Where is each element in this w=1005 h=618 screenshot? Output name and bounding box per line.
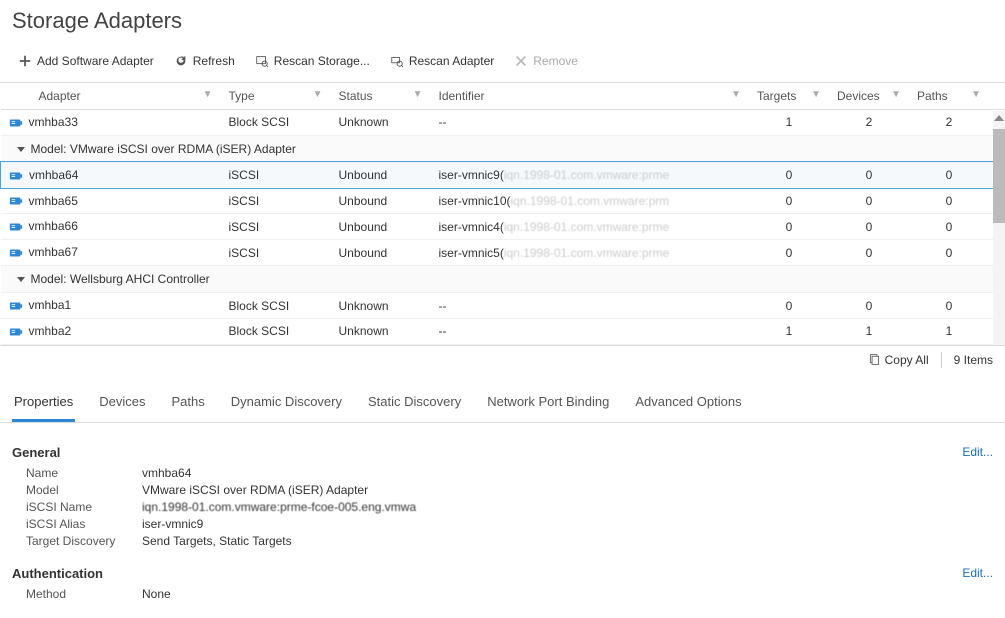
remove-icon xyxy=(514,54,528,68)
property-value: iser-vmnic9 xyxy=(142,517,203,531)
filter-icon[interactable]: ▼ xyxy=(313,89,323,100)
rescan-adapter-icon xyxy=(390,54,404,68)
property-value: vmhba64 xyxy=(142,466,191,480)
table-row[interactable]: vmhba67iSCSIUnboundiser-vmnic5(iqn.1998-… xyxy=(1,240,1005,266)
property-label: iSCSI Alias xyxy=(12,517,142,531)
tab-advanced-options[interactable]: Advanced Options xyxy=(633,388,743,422)
table-row[interactable]: vmhba65iSCSIUnboundiser-vmnic10(iqn.1998… xyxy=(1,188,1005,214)
table-row[interactable]: vmhba2Block SCSIUnknown--111 xyxy=(1,318,1005,344)
col-targets[interactable]: Targets▼ xyxy=(749,83,829,110)
property-label: Model xyxy=(12,483,142,497)
remove-button: Remove xyxy=(506,50,586,72)
scroll-up-icon[interactable] xyxy=(994,115,1004,121)
remove-label: Remove xyxy=(533,54,578,68)
tab-network-port-binding[interactable]: Network Port Binding xyxy=(485,388,611,422)
col-scroll-gutter xyxy=(989,83,1005,110)
col-devices[interactable]: Devices▼ xyxy=(829,83,909,110)
filter-icon[interactable]: ▼ xyxy=(971,89,981,100)
col-status[interactable]: Status▼ xyxy=(331,83,431,110)
rescan-storage-icon xyxy=(255,54,269,68)
adapter-icon xyxy=(9,116,23,130)
col-paths[interactable]: Paths▼ xyxy=(909,83,989,110)
col-type[interactable]: Type▼ xyxy=(221,83,331,110)
col-identifier[interactable]: Identifier▼ xyxy=(431,83,750,110)
collapse-icon[interactable] xyxy=(17,277,25,282)
rescan-storage-button[interactable]: Rescan Storage... xyxy=(247,50,378,72)
refresh-button[interactable]: Refresh xyxy=(166,50,243,72)
edit-general-link[interactable]: Edit... xyxy=(962,445,993,460)
table-row[interactable]: vmhba66iSCSIUnboundiser-vmnic4(iqn.1998-… xyxy=(1,214,1005,240)
property-value: iqn.1998-01.com.vmware:prme-fcoe-005.eng… xyxy=(142,500,416,514)
item-count: 9 Items xyxy=(954,353,993,367)
table-footer: Copy All 9 Items xyxy=(0,345,1005,374)
filter-icon[interactable]: ▼ xyxy=(731,89,741,100)
adapter-table-wrap: Adapter▼ Type▼ Status▼ Identifier▼ Targe… xyxy=(0,83,1005,345)
property-value: VMware iSCSI over RDMA (iSER) Adapter xyxy=(142,483,368,497)
property-value: Send Targets, Static Targets xyxy=(142,534,292,548)
copy-icon xyxy=(868,353,881,366)
vertical-scrollbar[interactable] xyxy=(993,111,1005,345)
rescan-adapter-label: Rescan Adapter xyxy=(409,54,494,68)
adapter-icon xyxy=(9,325,23,339)
rescan-storage-label: Rescan Storage... xyxy=(274,54,370,68)
divider xyxy=(941,352,942,368)
add-software-adapter-button[interactable]: Add Software Adapter xyxy=(10,50,162,72)
rescan-adapter-button[interactable]: Rescan Adapter xyxy=(382,50,502,72)
plus-icon xyxy=(18,54,32,68)
scroll-thumb[interactable] xyxy=(993,129,1005,223)
table-row[interactable]: vmhba64iSCSIUnboundiser-vmnic9(iqn.1998-… xyxy=(1,162,1005,188)
property-row: ModelVMware iSCSI over RDMA (iSER) Adapt… xyxy=(12,483,993,497)
property-row: Target DiscoverySend Targets, Static Tar… xyxy=(12,534,993,548)
adapter-icon xyxy=(9,220,23,234)
property-label: Target Discovery xyxy=(12,534,142,548)
adapter-icon xyxy=(9,194,23,208)
group-row[interactable]: Model: Wellsburg AHCI Controller xyxy=(1,266,1005,293)
filter-icon[interactable]: ▼ xyxy=(891,89,901,100)
edit-auth-link[interactable]: Edit... xyxy=(962,566,993,581)
toolbar: Add Software Adapter Refresh Rescan Stor… xyxy=(0,46,1005,83)
collapse-icon[interactable] xyxy=(17,147,25,152)
adapter-table: Adapter▼ Type▼ Status▼ Identifier▼ Targe… xyxy=(0,83,1005,345)
group-row[interactable]: Model: VMware iSCSI over RDMA (iSER) Ada… xyxy=(1,135,1005,162)
tab-properties[interactable]: Properties xyxy=(12,388,75,422)
tab-static-discovery[interactable]: Static Discovery xyxy=(366,388,463,422)
tab-dynamic-discovery[interactable]: Dynamic Discovery xyxy=(229,388,344,422)
tab-devices[interactable]: Devices xyxy=(97,388,147,422)
table-row[interactable]: vmhba33Block SCSIUnknown--122 xyxy=(1,110,1005,136)
property-label: Name xyxy=(12,466,142,480)
adapter-icon xyxy=(9,169,23,183)
filter-icon[interactable]: ▼ xyxy=(413,89,423,100)
table-row[interactable]: vmhba1Block SCSIUnknown--000 xyxy=(1,293,1005,319)
refresh-icon xyxy=(174,54,188,68)
tab-paths[interactable]: Paths xyxy=(170,388,207,422)
property-label: iSCSI Name xyxy=(12,500,142,514)
general-section-header: General Edit... xyxy=(12,445,993,460)
filter-icon[interactable]: ▼ xyxy=(203,89,213,100)
col-adapter[interactable]: Adapter▼ xyxy=(1,83,221,110)
auth-section-header: Authentication Edit... xyxy=(12,566,993,581)
detail-tabs: Properties Devices Paths Dynamic Discovery S… xyxy=(0,378,1005,423)
copy-all-button[interactable]: Copy All xyxy=(868,353,929,367)
add-label: Add Software Adapter xyxy=(37,54,154,68)
refresh-label: Refresh xyxy=(193,54,235,68)
property-row: iSCSI Aliasiser-vmnic9 xyxy=(12,517,993,531)
filter-icon[interactable]: ▼ xyxy=(811,89,821,100)
adapter-icon xyxy=(9,299,23,313)
properties-panel: General Edit... Namevmhba64ModelVMware i… xyxy=(0,423,1005,618)
property-row: Namevmhba64 xyxy=(12,466,993,480)
page-title: Storage Adapters xyxy=(0,0,1005,46)
adapter-icon xyxy=(9,246,23,260)
property-row: iSCSI Nameiqn.1998-01.com.vmware:prme-fc… xyxy=(12,500,993,514)
